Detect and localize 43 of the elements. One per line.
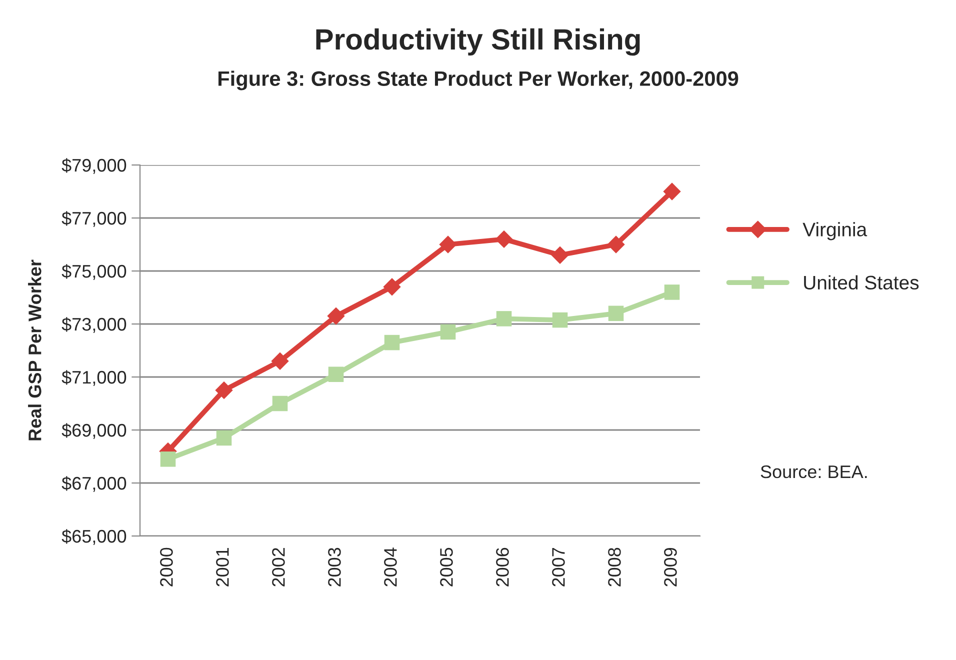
y-tick-label: $79,000 (62, 158, 126, 174)
chart-subtitle: Figure 3: Gross State Product Per Worker, 2000-2009 (218, 70, 738, 90)
point (664, 284, 680, 300)
point (272, 396, 288, 412)
point (216, 430, 232, 446)
x-tick-label: 2006 (496, 548, 509, 586)
chart-title: Productivity Still Rising (316, 28, 640, 56)
point (663, 182, 681, 200)
x-tick-label: 2004 (384, 548, 397, 586)
y-tick-label: $75,000 (62, 264, 126, 280)
y-tick-label: $67,000 (62, 476, 126, 492)
point (440, 324, 456, 340)
point (327, 307, 345, 325)
point (439, 236, 457, 254)
point (160, 452, 176, 467)
legend-label: United States (804, 275, 919, 290)
x-tick-label: 2001 (216, 548, 229, 586)
legend-label: Virginia (802, 222, 868, 240)
x-tick-label: 2007 (552, 548, 565, 586)
point (383, 278, 401, 296)
x-tick-label: 2008 (608, 548, 621, 586)
point (608, 306, 624, 322)
point (496, 311, 512, 326)
point (384, 334, 400, 350)
source-note: Source: BEA. (760, 465, 867, 478)
point (552, 312, 568, 328)
y-tick-label: $65,000 (62, 529, 126, 545)
x-tick-label: 2002 (272, 548, 285, 586)
point (495, 230, 513, 248)
x-tick-label: 2003 (328, 548, 341, 586)
y-tick-label: $77,000 (62, 211, 126, 227)
y-axis-title: Real GSP Per Worker (28, 260, 42, 440)
x-tick-label: 2005 (440, 548, 453, 586)
point (328, 366, 344, 382)
y-tick-label: $73,000 (62, 317, 126, 333)
point (607, 236, 625, 254)
point (551, 246, 569, 264)
point (215, 381, 233, 400)
y-tick-label: $69,000 (62, 423, 126, 439)
y-tick-label: $71,000 (62, 370, 126, 386)
x-tick-label: 2000 (160, 548, 173, 586)
x-tick-label: 2009 (664, 548, 677, 586)
point (271, 352, 289, 370)
